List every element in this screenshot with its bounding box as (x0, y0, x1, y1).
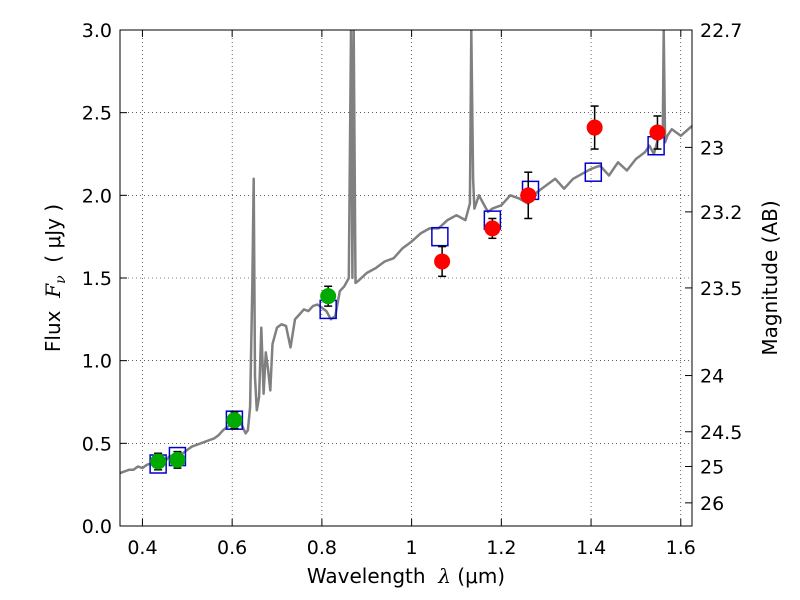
y-axis-label-unit: ( μJy ) (41, 204, 65, 276)
x-tick-label: 1.6 (666, 537, 696, 559)
y-tick-label: 1.0 (82, 351, 112, 373)
y-axis-label-prefix: Flux (41, 298, 65, 352)
photometry-point (226, 412, 243, 429)
y-axis-label-sub: ν (53, 275, 69, 284)
photometry-point (586, 119, 603, 136)
model-photometry-square (431, 226, 449, 247)
y2-tick-label: 24 (700, 366, 724, 388)
x-tick-label: 0.6 (217, 537, 247, 559)
x-tick-label: 1 (406, 537, 418, 559)
y2-tick-label: 24.5 (700, 422, 742, 444)
model-spectrum-line (120, 30, 692, 475)
y-tick-label: 1.5 (82, 268, 112, 290)
y2-tick-label: 23.2 (700, 202, 742, 224)
photometry-point (434, 253, 451, 270)
y-tick-label: 0.0 (82, 516, 112, 538)
y2-tick-label: 22.7 (700, 20, 742, 42)
x-tick-label: 1.2 (486, 537, 516, 559)
photometry-point (649, 124, 666, 141)
photometry-point (150, 453, 167, 470)
y2-tick-label: 23 (700, 137, 724, 159)
x-axis-label-unit: (μm) (451, 564, 505, 588)
y-tick-label: 0.5 (82, 433, 112, 455)
plot-frame (119, 29, 693, 527)
photometry-point (484, 220, 501, 237)
x-tick-label: 1.4 (576, 537, 606, 559)
grid (120, 29, 692, 527)
model-photometry-square (584, 162, 603, 182)
y2-tick-label: 23.5 (700, 278, 742, 300)
plot-area (120, 30, 692, 475)
y2-axis-label: Magnitude (AB) (758, 200, 782, 355)
photometry-point (320, 288, 337, 305)
x-tick-label: 0.8 (307, 537, 337, 559)
y-axis-label-symbol: F (41, 283, 65, 299)
y2-tick-label: 26 (700, 493, 724, 515)
y-tick-label: 2.5 (82, 103, 112, 125)
y-axis-label: Flux Fν ( μJy ) (41, 204, 69, 352)
y2-tick-label: 25 (700, 456, 724, 478)
x-axis-label-symbol: λ (437, 564, 451, 588)
photometry-point (169, 451, 186, 468)
photometry-point (520, 187, 537, 204)
x-axis-label: Wavelength λ (μm) (307, 564, 505, 588)
axis-ticks: 0.4 0.6 0.8 1 1.2 1.4 1.6 0.0 0.5 1.0 1.5 2.0 2.5 3.0… (82, 20, 743, 559)
y-tick-label: 2.0 (82, 185, 112, 207)
x-axis-label-prefix: Wavelength (307, 564, 438, 588)
x-tick-label: 0.4 (127, 537, 157, 559)
y-tick-label: 3.0 (82, 20, 112, 42)
